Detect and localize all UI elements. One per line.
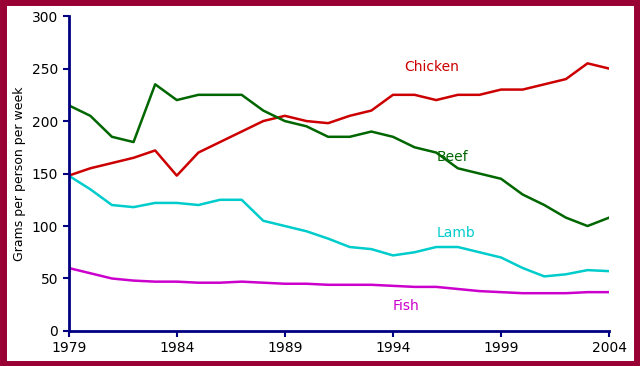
Text: Beef: Beef [436, 150, 468, 164]
Y-axis label: Grams per person per week: Grams per person per week [13, 86, 26, 261]
Text: Chicken: Chicken [404, 60, 459, 74]
Text: Fish: Fish [393, 299, 420, 313]
Text: Lamb: Lamb [436, 225, 475, 239]
